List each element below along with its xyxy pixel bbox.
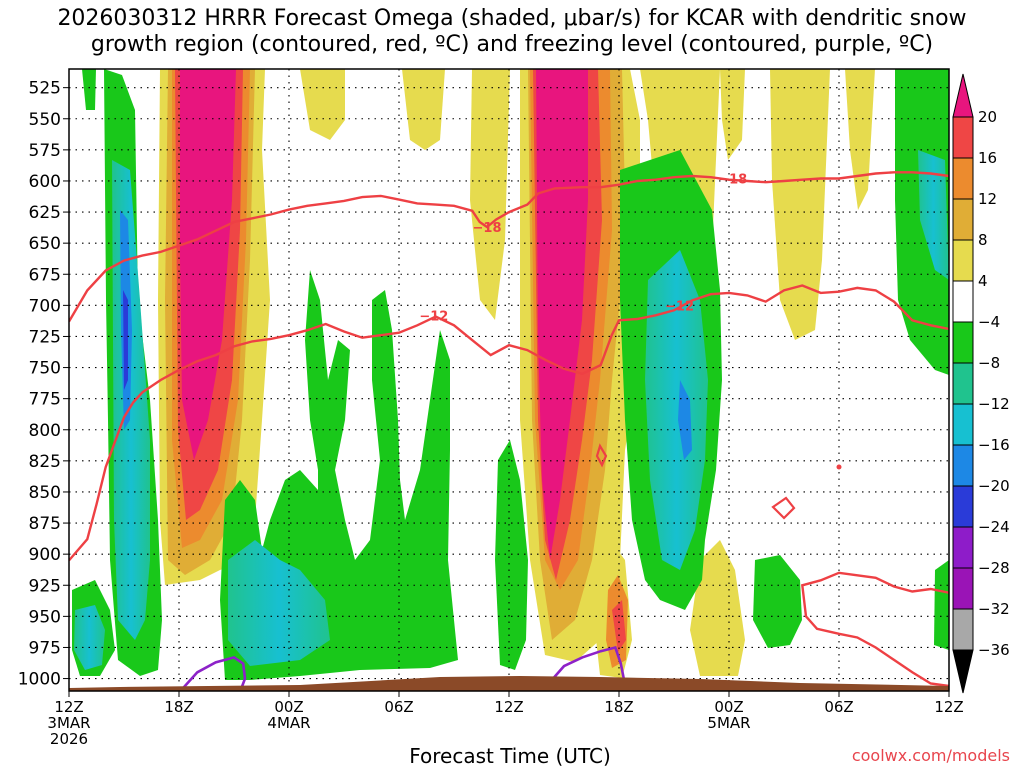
colorbar-label: −36 bbox=[978, 641, 1010, 659]
colorbar-label: −16 bbox=[978, 436, 1010, 454]
x-tick-label: 00Z bbox=[274, 698, 303, 716]
y-tick-label: 850 bbox=[29, 483, 61, 503]
colorbar-swatch bbox=[952, 280, 974, 323]
x-tick-label: 06Z bbox=[384, 698, 413, 716]
colorbar-swatch bbox=[952, 362, 974, 405]
colorbar-swatch bbox=[952, 608, 974, 651]
x-date-label: 4MAR bbox=[267, 714, 310, 732]
isotherm-minus12 bbox=[69, 284, 949, 562]
colorbar-swatch bbox=[952, 526, 974, 569]
colorbar-swatch bbox=[952, 444, 974, 487]
colorbar: 20 16 12 8 4 −4 −8 −12 −16 −20 −24 −28 −32 −36 bbox=[952, 73, 1010, 694]
contour-label: −18 bbox=[718, 172, 747, 187]
colorbar-swatch bbox=[952, 321, 974, 364]
colorbar-label: −28 bbox=[978, 559, 1010, 577]
isotherm-minus18 bbox=[69, 171, 949, 323]
y-tick-label: 650 bbox=[29, 234, 61, 254]
colorbar-swatch bbox=[952, 157, 974, 200]
contour-label: −12 bbox=[419, 309, 448, 324]
y-tick-label: 950 bbox=[29, 607, 61, 627]
y-tick-label: 800 bbox=[29, 421, 61, 441]
colorbar-swatch bbox=[952, 239, 974, 282]
colorbar-label: 4 bbox=[978, 272, 988, 290]
colorbar-label: −32 bbox=[978, 600, 1010, 618]
colorbar-bottom-arrow bbox=[952, 649, 974, 694]
chart-title: 2026030312 HRRR Forecast Omega (shaded, … bbox=[57, 6, 967, 57]
isotherm-lower-right bbox=[800, 571, 949, 688]
y-tick-label: 825 bbox=[29, 452, 61, 472]
colorbar-label: −20 bbox=[978, 477, 1010, 495]
x-date-label: 3MAR bbox=[47, 714, 90, 732]
terrain bbox=[69, 676, 949, 691]
y-tick-label: 775 bbox=[29, 390, 61, 410]
credit-link[interactable]: coolwx.com/models bbox=[851, 746, 1010, 765]
colorbar-label: 12 bbox=[978, 190, 997, 208]
x-tick-label: 12Z bbox=[494, 698, 523, 716]
y-tick-label: 1000 bbox=[18, 670, 61, 690]
x-tick-label: 06Z bbox=[824, 698, 853, 716]
colorbar-label: −8 bbox=[978, 354, 1000, 372]
isotherm-contours: −18 −18 −12 −12 bbox=[69, 171, 949, 690]
y-tick-label: 700 bbox=[29, 296, 61, 316]
freezing-level-contour bbox=[181, 655, 247, 690]
colorbar-swatch bbox=[952, 116, 974, 159]
isotherm-dot bbox=[836, 464, 842, 470]
y-tick-label: 750 bbox=[29, 359, 61, 379]
x-year-label: 2026 bbox=[50, 730, 88, 748]
y-tick-label: 975 bbox=[29, 638, 61, 658]
y-tick-label: 725 bbox=[29, 327, 61, 347]
colorbar-swatch bbox=[952, 485, 974, 528]
freezing-level-contour bbox=[552, 645, 626, 683]
omega-shading bbox=[72, 69, 949, 680]
x-axis-title: Forecast Time (UTC) bbox=[409, 744, 611, 768]
colorbar-swatch bbox=[952, 567, 974, 610]
contour-label: −12 bbox=[665, 299, 694, 314]
colorbar-label: −12 bbox=[978, 395, 1010, 413]
y-tick-label: 600 bbox=[29, 172, 61, 192]
colorbar-swatch bbox=[952, 198, 974, 241]
x-date-label: 5MAR bbox=[707, 714, 750, 732]
colorbar-label: −24 bbox=[978, 518, 1010, 536]
y-tick-label: 550 bbox=[29, 110, 61, 130]
x-tick-label: 00Z bbox=[714, 698, 743, 716]
colorbar-top-arrow bbox=[952, 73, 974, 118]
colorbar-label: −4 bbox=[978, 313, 1000, 331]
isotherm-closed-small bbox=[771, 496, 796, 520]
y-tick-label: 525 bbox=[29, 79, 61, 99]
x-tick-label: 12Z bbox=[934, 698, 963, 716]
isotherm-closed-small bbox=[595, 443, 608, 468]
colorbar-label: 8 bbox=[978, 231, 988, 249]
colorbar-label: 20 bbox=[978, 108, 997, 126]
contour-label: −18 bbox=[473, 221, 502, 236]
y-tick-label: 575 bbox=[29, 141, 61, 161]
x-tick-label: 18Z bbox=[604, 698, 633, 716]
colorbar-label: 16 bbox=[978, 149, 997, 167]
y-tick-label: 675 bbox=[29, 265, 61, 285]
y-tick-label: 900 bbox=[29, 545, 61, 565]
x-tick-label: 12Z bbox=[54, 698, 83, 716]
x-tick-label: 18Z bbox=[164, 698, 193, 716]
y-axis: 525 550 575 600 625 650 675 700 725 750 775 800 825 8… bbox=[18, 79, 69, 690]
colorbar-swatch bbox=[952, 403, 974, 446]
y-tick-label: 875 bbox=[29, 514, 61, 534]
y-tick-label: 925 bbox=[29, 576, 61, 596]
y-tick-label: 625 bbox=[29, 203, 61, 223]
